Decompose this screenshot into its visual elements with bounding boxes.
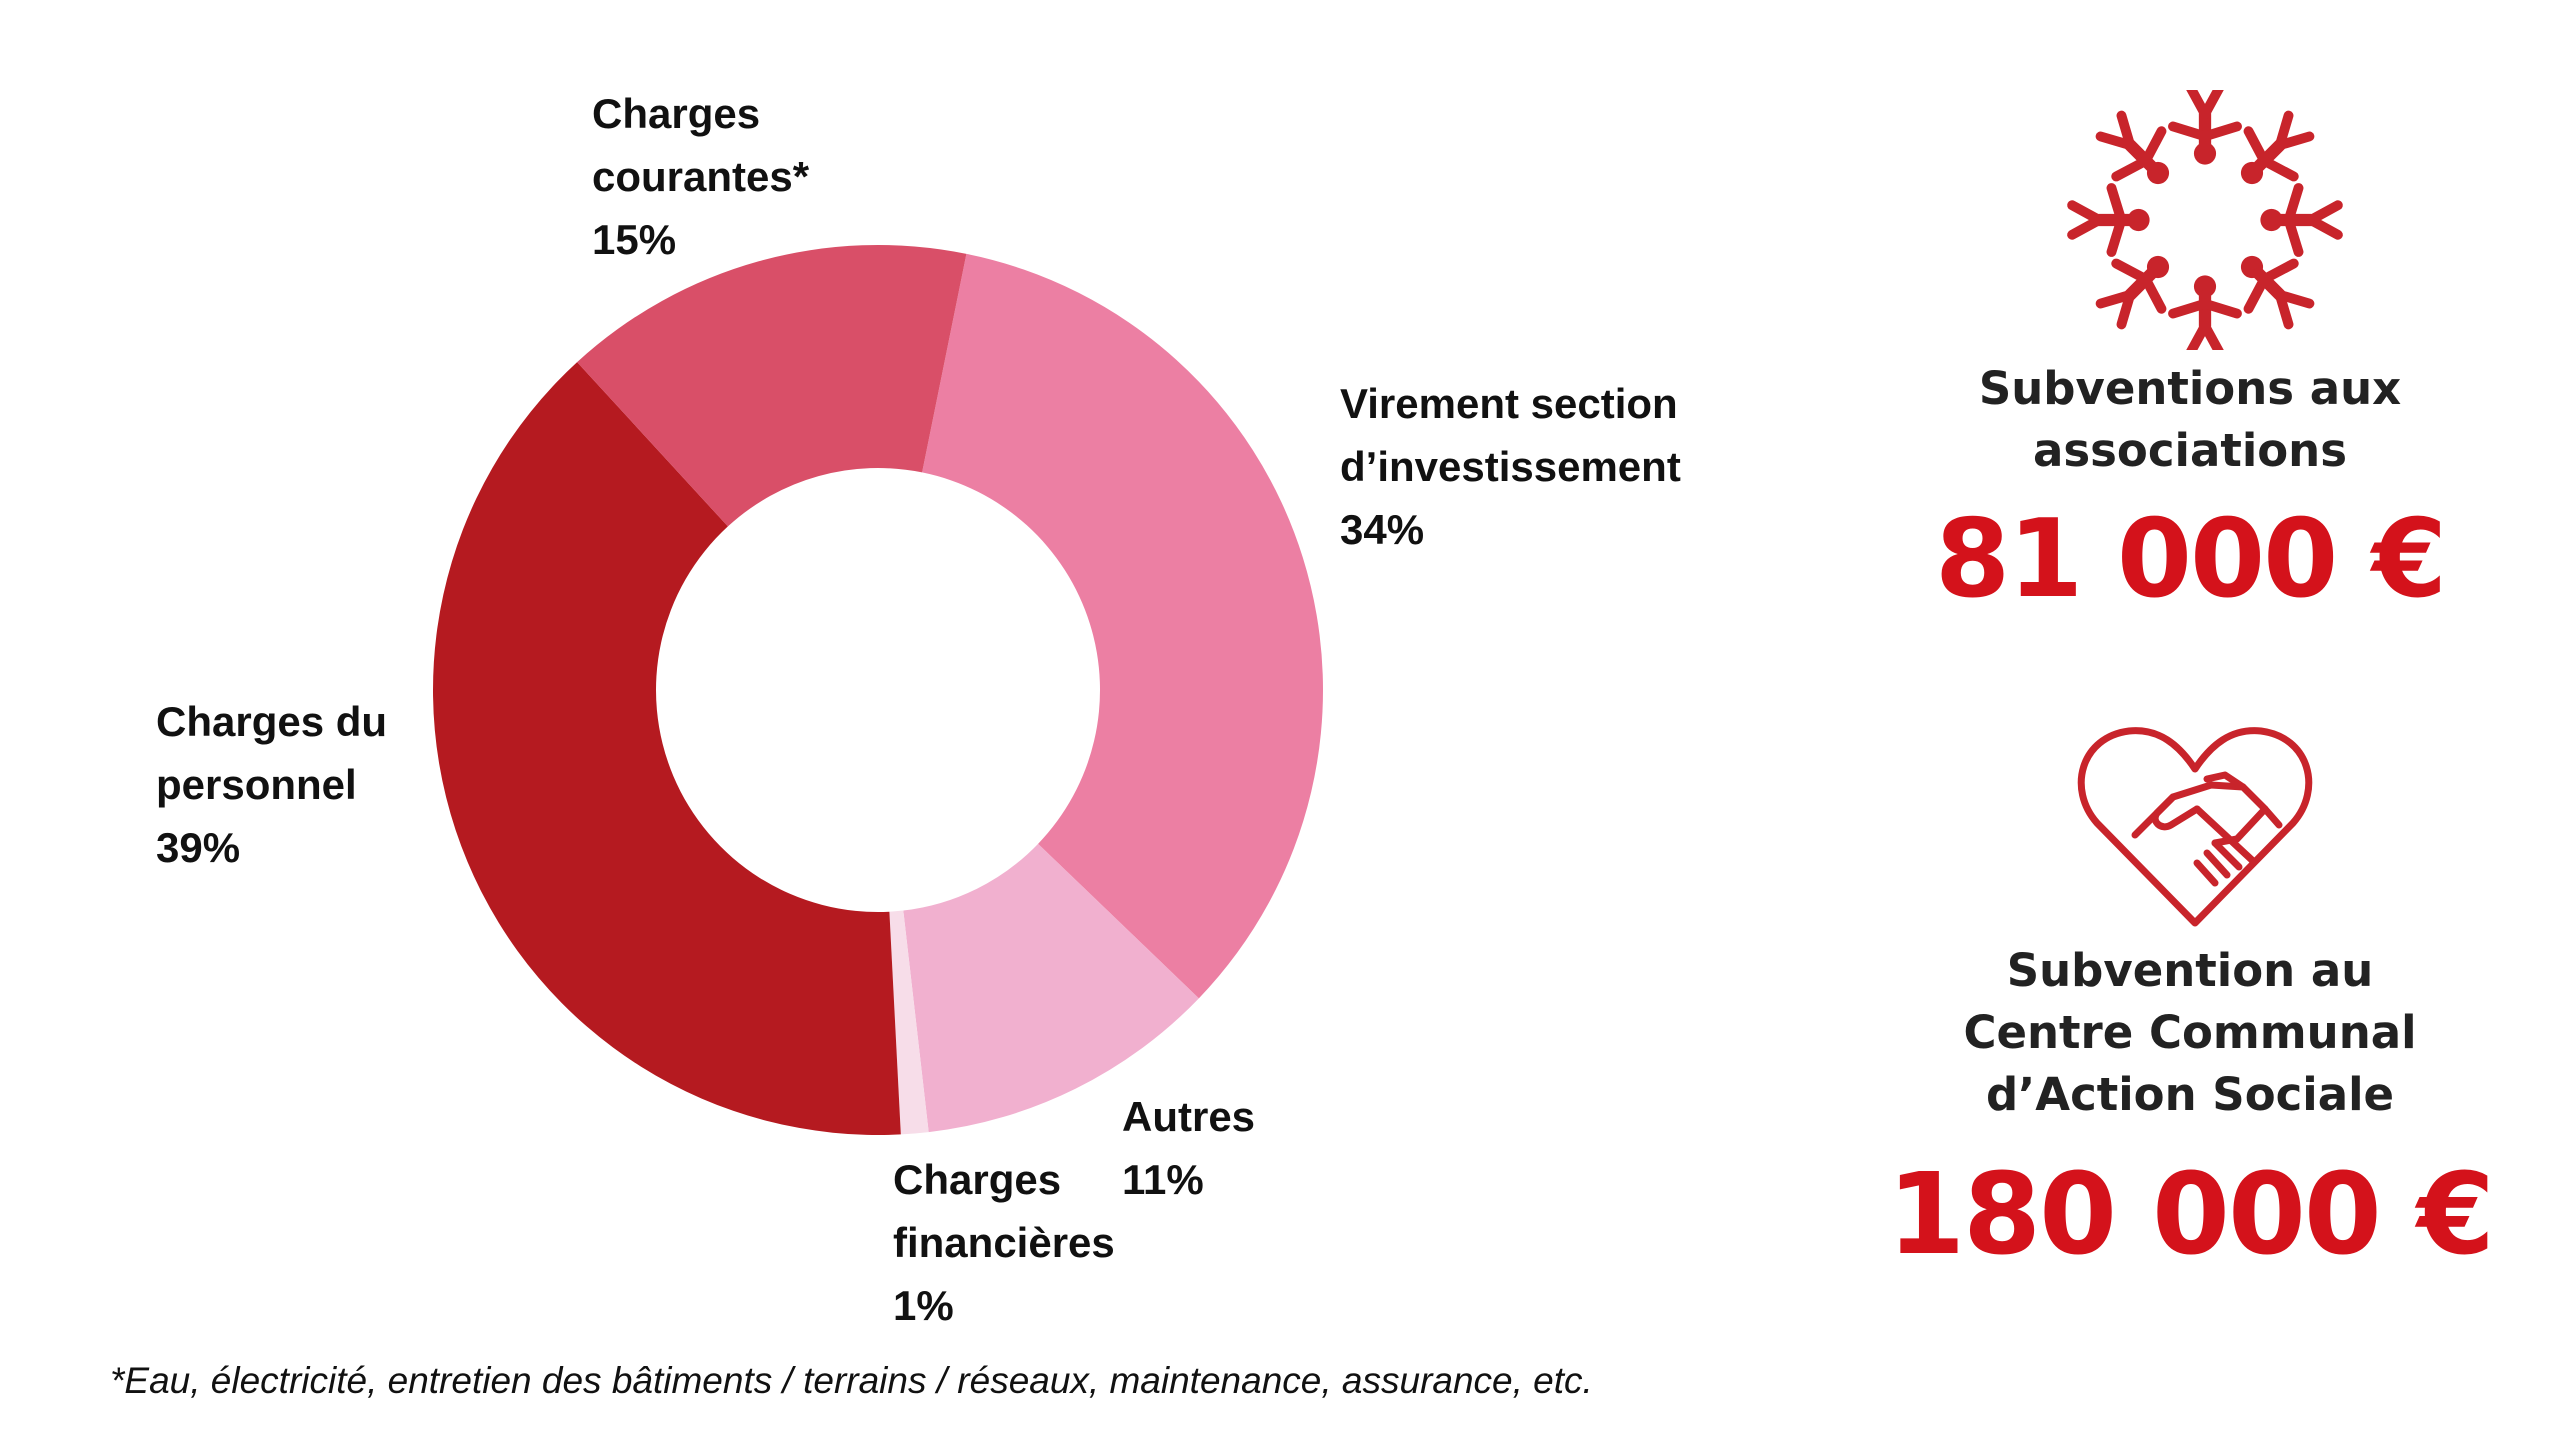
slice-label-line: Charges du: [156, 698, 388, 745]
slice-label-line: Autres: [1122, 1093, 1256, 1140]
stat-title-line: Centre Communal: [1963, 1006, 2417, 1059]
stat-title-associations: Subventions aux associations: [1830, 358, 2550, 482]
stat-amount-ccas: 180 000 €: [1887, 1150, 2495, 1280]
slice-value-label: 1%: [893, 1282, 954, 1329]
slice-label-line: Charges: [592, 90, 761, 137]
slice-label-line: Virement section: [1340, 380, 1678, 427]
stat-title-line: Subventions aux: [1978, 362, 2402, 415]
slice-label-line: financières: [893, 1219, 1115, 1266]
stat-amount-associations: 81 000 €: [1934, 497, 2447, 622]
stat-title-line: Subvention au: [2006, 944, 2374, 997]
slice-label-line: d’investissement: [1340, 443, 1681, 490]
stat-title-line: associations: [2033, 424, 2347, 477]
slice-value-label: 15%: [592, 216, 677, 263]
slice-label-virement: Virement section d’investissement 34%: [1340, 372, 1681, 561]
stat-title-ccas: Subvention au Centre Communal d’Action S…: [1830, 940, 2550, 1126]
person-figure: [2095, 255, 2170, 330]
slice-label-line: courantes*: [592, 153, 810, 200]
slice-label-line: Charges: [893, 1156, 1062, 1203]
stat-title-line: d’Action Sociale: [1985, 1068, 2395, 1121]
donut-slice: [903, 843, 1199, 1133]
slice-label-charges-financieres: Charges financières 1%: [893, 1148, 1115, 1337]
donut-slice: [577, 244, 967, 527]
person-figure: [2240, 110, 2315, 185]
footnote: *Eau, électricité, entretien des bâtimen…: [110, 1360, 1593, 1401]
donut-slice: [432, 362, 901, 1135]
slice-value-label: 11%: [1122, 1156, 1204, 1203]
slice-label-charges-courantes: Charges courantes* 15%: [592, 82, 809, 271]
person-figure: [2067, 183, 2150, 257]
people-circle-icon: [2067, 90, 2343, 350]
slice-value-label: 34%: [1340, 506, 1425, 553]
heart-handshake-icon: [2077, 727, 2313, 927]
person-figure: [2095, 110, 2170, 185]
donut-slice: [889, 910, 929, 1135]
slice-label-autres: Autres 11%: [1122, 1085, 1255, 1211]
donut-slice: [922, 253, 1323, 999]
person-figure: [2168, 275, 2242, 350]
slice-value-label: 39%: [156, 824, 241, 871]
slice-label-line: personnel: [156, 761, 357, 808]
person-figure: [2240, 255, 2315, 330]
person-figure: [2168, 90, 2242, 165]
person-figure: [2260, 183, 2343, 257]
slice-label-charges-personnel: Charges du personnel 39%: [156, 690, 387, 879]
